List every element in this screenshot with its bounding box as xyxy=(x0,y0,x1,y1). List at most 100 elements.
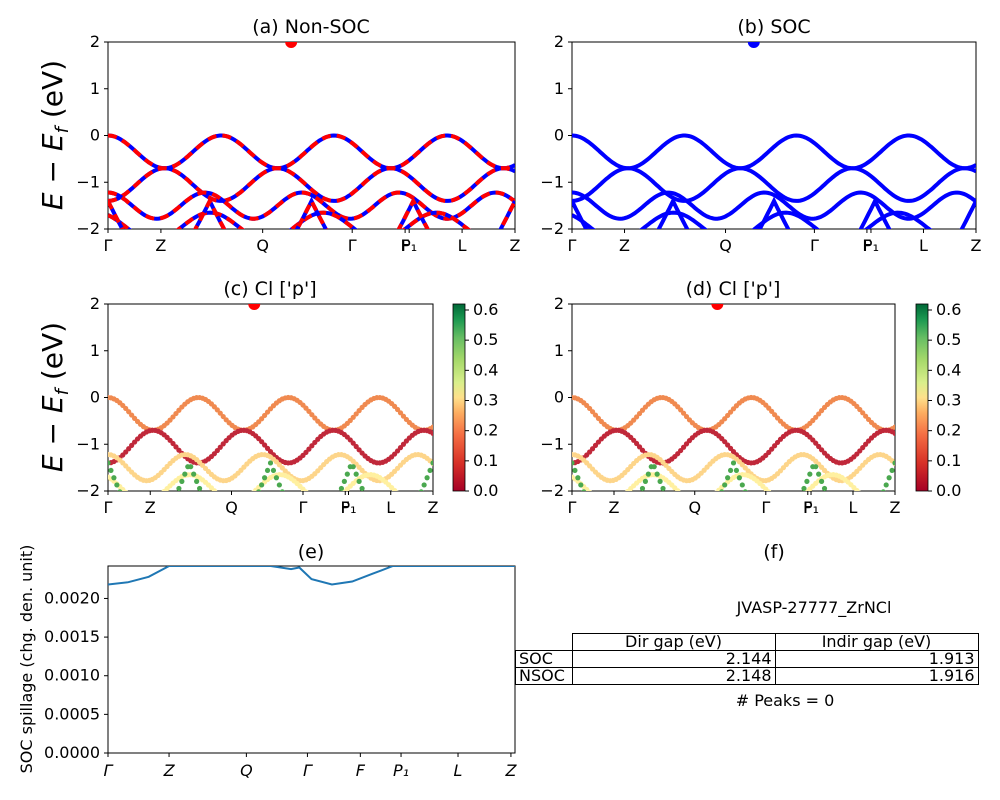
band-point xyxy=(699,523,704,528)
band-point xyxy=(374,514,379,519)
band-point xyxy=(760,520,765,525)
band-point xyxy=(377,518,382,523)
band-point xyxy=(212,514,217,519)
x-tick-label: Q xyxy=(240,761,253,780)
band-point xyxy=(297,520,302,525)
band-point xyxy=(135,520,140,525)
band-point xyxy=(589,446,596,452)
band-line-blue xyxy=(572,196,976,229)
band-point xyxy=(825,493,830,498)
x-tick-label: L xyxy=(919,236,928,255)
band-point xyxy=(778,498,783,503)
band-point xyxy=(144,526,149,531)
band-point xyxy=(587,489,592,491)
band-point xyxy=(159,518,164,523)
y-tick-label: 1 xyxy=(554,341,564,360)
colorbar-tick-label: 0.1 xyxy=(936,451,961,470)
table-row: NSOC 2.148 1.916 xyxy=(515,667,979,685)
band-point xyxy=(863,520,868,525)
band-line-red xyxy=(108,190,515,221)
band-point xyxy=(816,411,822,417)
band-point xyxy=(129,412,135,418)
band-point xyxy=(430,424,433,430)
band-point xyxy=(306,526,311,531)
band-point xyxy=(869,512,874,517)
band-point xyxy=(716,496,721,501)
band-point xyxy=(338,485,345,491)
band-point xyxy=(176,485,182,491)
y-tick-label: 2 xyxy=(554,294,564,313)
band-point xyxy=(324,514,329,519)
band-group xyxy=(572,42,976,229)
band-point xyxy=(675,514,680,519)
band-point xyxy=(407,512,412,517)
band-point xyxy=(132,516,137,521)
band-point xyxy=(690,526,695,531)
band-point xyxy=(162,514,167,519)
band-point xyxy=(645,471,651,477)
band-point xyxy=(736,475,742,481)
band-point xyxy=(587,502,592,507)
band-point xyxy=(410,500,415,505)
y-tick-label: 2 xyxy=(554,32,564,51)
x-tick-label: Z xyxy=(890,498,901,517)
y-tick-label: 0.0005 xyxy=(44,704,100,723)
band-point xyxy=(156,494,161,499)
band-point xyxy=(261,442,268,448)
band-point xyxy=(218,521,223,526)
band-point xyxy=(392,526,397,531)
band-point xyxy=(404,497,409,502)
band-point xyxy=(256,489,262,491)
y-tick-label: 2 xyxy=(90,294,100,313)
band-point xyxy=(584,496,589,501)
panel-e-title: (e) xyxy=(298,541,325,563)
x-tick-label: Γ xyxy=(104,236,113,255)
band-point xyxy=(616,524,621,529)
band-point xyxy=(173,493,178,498)
panel-b-title: (b) SOC xyxy=(737,16,810,38)
band-point xyxy=(828,499,833,504)
band-point xyxy=(153,524,158,529)
y-tick-label: 1 xyxy=(90,79,100,98)
band-point xyxy=(889,467,895,474)
band-point xyxy=(306,492,311,497)
x-tick-label: L xyxy=(849,498,858,517)
band-point xyxy=(801,485,807,491)
band-point xyxy=(863,496,868,501)
band-point xyxy=(217,410,223,416)
band-point xyxy=(159,492,164,497)
band-point xyxy=(229,526,234,531)
panel-e-ylabel: SOC spillage (chg. den. unit) xyxy=(17,545,36,774)
band-point xyxy=(401,496,406,501)
band-line-blue xyxy=(572,210,933,229)
band-point xyxy=(651,464,657,470)
band-point xyxy=(842,521,847,526)
band-point xyxy=(216,490,218,491)
band-point xyxy=(813,414,819,420)
band-point xyxy=(608,526,613,531)
band-point xyxy=(619,521,624,526)
band-point xyxy=(196,485,203,491)
band-point xyxy=(710,507,715,512)
band-point xyxy=(581,489,587,491)
band-point xyxy=(206,505,211,510)
band-point xyxy=(321,518,326,523)
band-point xyxy=(628,510,633,515)
band-point xyxy=(813,440,819,446)
band-point xyxy=(138,500,143,505)
x-tick-label: P₁ xyxy=(863,236,879,255)
band-point xyxy=(790,510,795,515)
band-point xyxy=(660,485,666,491)
y-tick-label: 0 xyxy=(554,126,564,145)
band-point xyxy=(244,512,249,517)
band-point xyxy=(593,512,598,517)
band-point xyxy=(244,495,249,500)
colorbar-tick-label: 0.4 xyxy=(936,360,961,379)
table-row: SOC 2.144 1.913 xyxy=(515,650,979,668)
band-point xyxy=(315,498,320,503)
band-point xyxy=(273,475,280,481)
y-tick-label: 1 xyxy=(90,341,100,360)
band-point xyxy=(309,443,315,449)
band-point xyxy=(283,496,288,501)
cb-edge xyxy=(285,42,298,48)
